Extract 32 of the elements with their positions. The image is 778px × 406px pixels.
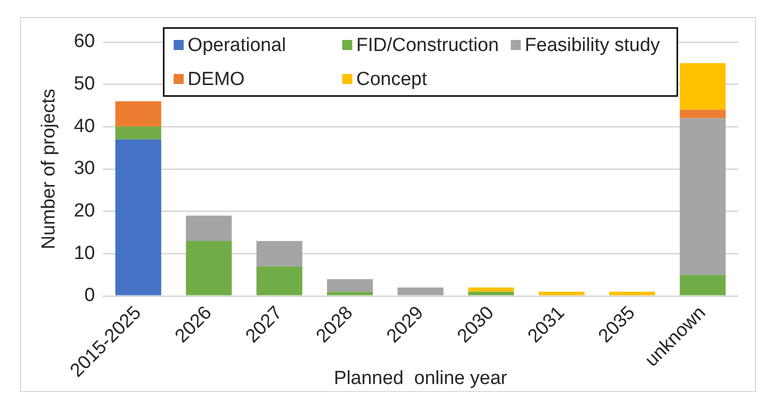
y-tick-label: 40 xyxy=(74,116,95,137)
bar xyxy=(327,279,373,292)
bar xyxy=(115,139,162,296)
bar xyxy=(680,110,726,118)
x-axis-title: Planned online year xyxy=(334,368,508,389)
bar xyxy=(256,266,302,296)
y-tick-label: 10 xyxy=(74,242,95,264)
bar xyxy=(609,292,656,296)
bar xyxy=(538,292,585,296)
legend-label: Operational xyxy=(188,35,286,56)
bar xyxy=(468,288,514,292)
bar xyxy=(115,101,162,127)
y-tick-label: 0 xyxy=(84,285,95,306)
bar xyxy=(468,292,514,296)
bar xyxy=(327,292,373,296)
y-tick-label: 50 xyxy=(74,74,95,95)
legend-label: DEMO xyxy=(188,69,245,90)
y-tick-label: 20 xyxy=(74,200,95,222)
y-axis-title: Number of projects xyxy=(38,88,60,250)
bar xyxy=(680,63,726,110)
bar xyxy=(115,126,162,140)
legend-label: FID/Construction xyxy=(356,35,499,56)
bar xyxy=(680,274,726,296)
bar xyxy=(680,118,726,275)
legend-label: Feasibility study xyxy=(524,35,660,56)
bar xyxy=(398,288,444,296)
legend-label: Concept xyxy=(356,69,428,90)
bar xyxy=(256,240,302,266)
bar xyxy=(186,216,232,241)
bar xyxy=(186,240,232,296)
y-tick-label: 60 xyxy=(74,31,95,52)
y-tick-label: 30 xyxy=(74,158,95,180)
